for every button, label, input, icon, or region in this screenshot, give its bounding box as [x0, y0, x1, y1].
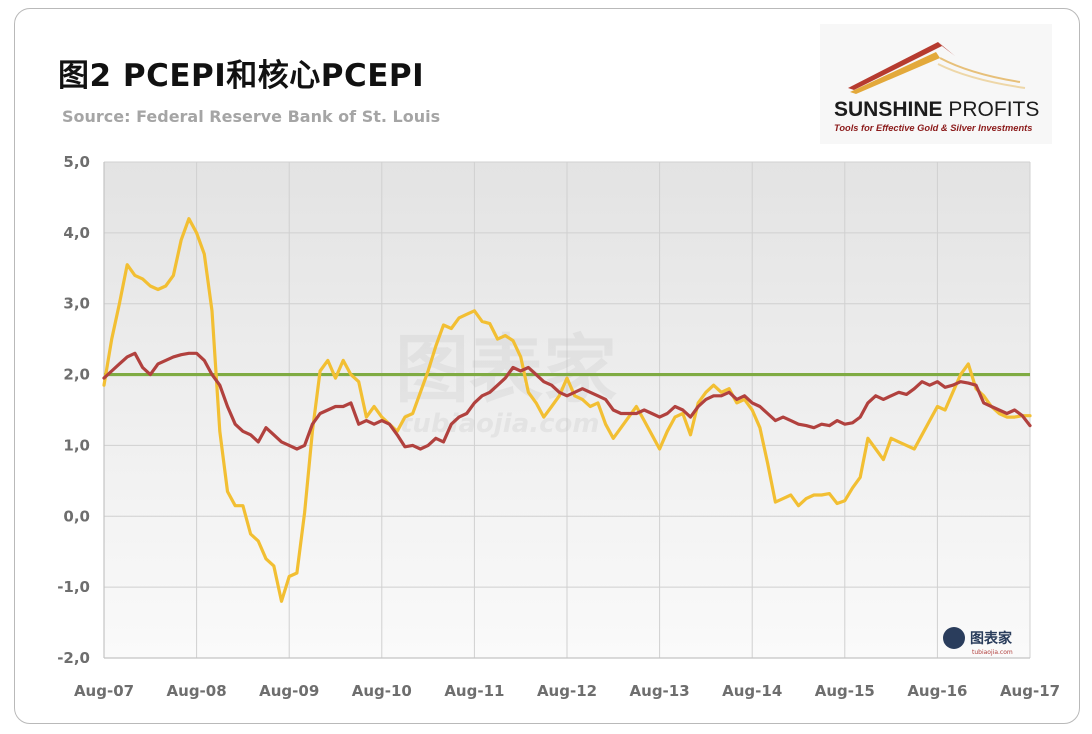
- y-tick-label: -1,0: [57, 578, 90, 596]
- gridlines: [103, 161, 1031, 659]
- y-tick-label: 1,0: [63, 436, 90, 454]
- series-group: [102, 217, 1032, 603]
- y-tick-label: 2,0: [63, 366, 90, 384]
- y-tick-label: -2,0: [57, 649, 90, 667]
- x-tick-label: Aug-14: [722, 682, 782, 700]
- x-tick-label: Aug-17: [1000, 682, 1060, 700]
- series-line-core: [102, 351, 1032, 451]
- x-tick-label: Aug-09: [259, 682, 319, 700]
- y-tick-label: 4,0: [63, 224, 90, 242]
- watermark-small-url: tubiaojia.com: [972, 649, 1013, 656]
- x-tick-label: Aug-13: [630, 682, 690, 700]
- x-tick-label: Aug-15: [815, 682, 875, 700]
- logo-tagline: Tools for Effective Gold & Silver Invest…: [834, 123, 1033, 133]
- source-note: Source: Federal Reserve Bank of St. Loui…: [62, 107, 441, 126]
- y-tick-label: 3,0: [63, 295, 90, 313]
- watermark: 图表家 tubiaojia.com: [395, 327, 617, 439]
- series-line-pcepi: [102, 217, 1032, 603]
- x-tick-label: Aug-10: [352, 682, 412, 700]
- logo-swoosh-icon: [848, 42, 1026, 94]
- watermark-small: 图表家 tubiaojia.com: [943, 627, 1013, 656]
- axes: 5,0 4,0 3,0 2,0 1,0 0,0 -1,0 -2,0 Aug-07 Aug-08 Au…: [57, 153, 1060, 700]
- watermark-small-text: 图表家: [970, 630, 1013, 647]
- sunshine-profits-logo: SUNSHINE PROFITS Tools for Effective Gol…: [820, 24, 1052, 144]
- watermark-badge-icon: [943, 627, 965, 649]
- x-tick-label: Aug-12: [537, 682, 597, 700]
- x-tick-label: Aug-16: [907, 682, 967, 700]
- x-tick-label: Aug-08: [167, 682, 227, 700]
- watermark-url: tubiaojia.com: [400, 409, 599, 439]
- x-tick-label: Aug-11: [444, 682, 504, 700]
- logo-name: SUNSHINE PROFITS: [834, 98, 1040, 121]
- chart-title: 图2 PCEPI和核心PCEPI: [58, 58, 425, 94]
- y-tick-label: 0,0: [63, 507, 90, 525]
- y-tick-label: 5,0: [63, 153, 90, 171]
- x-tick-label: Aug-07: [74, 682, 134, 700]
